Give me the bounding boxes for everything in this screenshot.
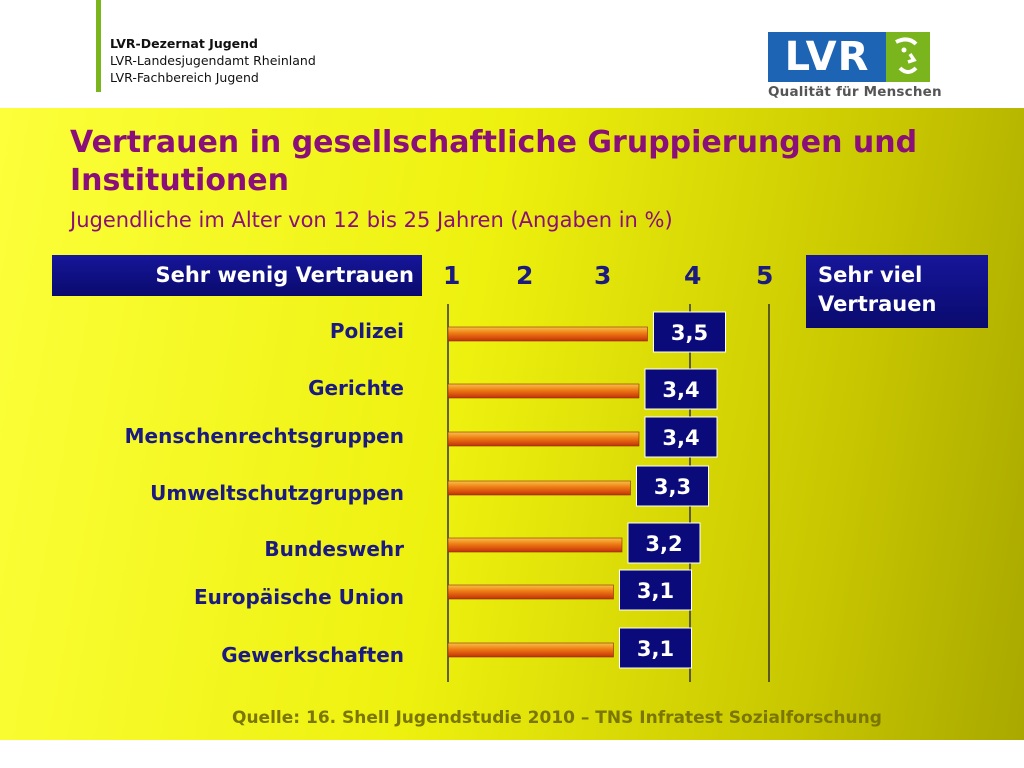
logo-text: LVR: [784, 34, 870, 80]
header: LVR-Dezernat Jugend LVR-Landesjugendamt …: [0, 0, 1024, 108]
bar-6: [447, 642, 614, 658]
bar-2: [447, 431, 640, 447]
org-line-1: LVR-Dezernat Jugend: [110, 36, 258, 51]
data-label-2: 3,4: [662, 426, 699, 450]
legend-high-trust-line2: Vertrauen: [818, 292, 937, 316]
tick-label-4: 4: [684, 261, 702, 290]
org-line-2: LVR-Landesjugendamt Rheinland: [110, 53, 316, 68]
tick-label-2: 2: [516, 261, 534, 290]
tick-label-1: 1: [443, 261, 461, 290]
value-box-0: [653, 311, 726, 353]
bar-1: [447, 383, 640, 399]
category-label-3: Umweltschutzgruppen: [150, 481, 404, 505]
header-accent-bar: [96, 0, 101, 92]
data-label-4: 3,2: [645, 532, 682, 556]
category-label-4: Bundeswehr: [264, 537, 404, 561]
category-label-0: Polizei: [329, 319, 404, 343]
data-label-3: 3,3: [654, 475, 691, 499]
bar-4: [447, 537, 623, 553]
category-label-5: Europäische Union: [193, 585, 404, 609]
value-box-2: [644, 416, 718, 458]
tick-label-5: 5: [756, 261, 774, 290]
category-label-2: Menschenrechtsgruppen: [124, 424, 404, 448]
chart-title: Vertrauen in gesellschaftliche Gruppieru…: [70, 125, 918, 198]
data-label-6: 3,1: [637, 637, 674, 661]
value-box-3: [636, 465, 709, 507]
category-label-6: Gewerkschaften: [221, 643, 404, 667]
value-box-6: [619, 627, 692, 669]
logo-blue-block: [768, 32, 886, 82]
data-label-0: 3,5: [671, 321, 708, 345]
data-label-5: 3,1: [637, 579, 674, 603]
value-box-4: [627, 522, 701, 564]
source-note: Quelle: 16. Shell Jugendstudie 2010 – TN…: [232, 708, 882, 728]
value-box-1: [644, 368, 718, 410]
data-label-1: 3,4: [662, 378, 699, 402]
bar-0: [447, 326, 648, 342]
slide-panel: [0, 108, 1024, 740]
logo-face-icon: [886, 32, 930, 82]
legend-low-trust: Sehr wenig Vertrauen: [52, 255, 422, 296]
bar-3: [447, 480, 631, 496]
legend-high-trust: Sehr viel Vertrauen: [806, 255, 988, 328]
category-label-1: Gerichte: [308, 376, 404, 400]
legend-high-trust-line1: Sehr viel: [818, 263, 923, 287]
value-box-5: [619, 569, 692, 611]
bar-5: [447, 584, 614, 600]
tick-label-3: 3: [594, 261, 612, 290]
org-line-3: LVR-Fachbereich Jugend: [110, 70, 259, 85]
lvr-logo: LVR: [768, 32, 930, 82]
logo-tagline: Qualität für Menschen: [768, 84, 942, 100]
chart-subtitle: Jugendliche im Alter von 12 bis 25 Jahre…: [70, 208, 673, 232]
